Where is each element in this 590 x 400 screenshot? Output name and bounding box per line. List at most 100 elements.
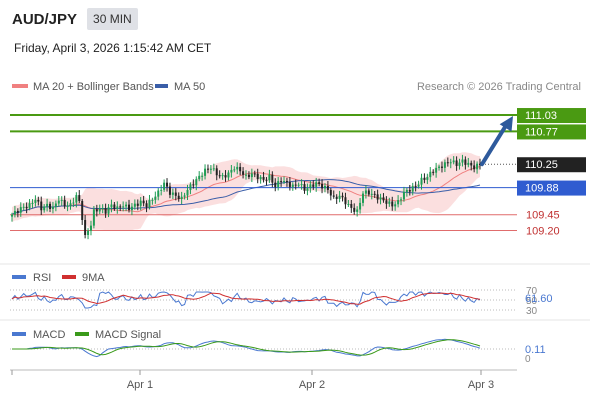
candle-body	[174, 192, 177, 196]
candle-body	[338, 195, 341, 199]
candle-body	[250, 173, 253, 178]
candle-body	[189, 184, 192, 190]
candle-body	[367, 190, 370, 195]
candle-body	[350, 203, 353, 208]
candle-body	[166, 182, 169, 187]
rsi-tick-70: 70	[526, 286, 538, 297]
candle-body	[16, 210, 19, 213]
copyright-label: Research © 2026 Trading Central	[417, 81, 581, 93]
candle-body	[40, 201, 43, 211]
candle-body	[60, 199, 63, 201]
candle-body	[429, 171, 432, 178]
candle-body	[335, 196, 338, 199]
candle-body	[148, 199, 151, 208]
candle-body	[110, 204, 113, 208]
candle-body	[157, 190, 160, 197]
candle-body	[142, 200, 145, 204]
symbol-title: AUD/JPY	[12, 10, 78, 28]
candle-body	[423, 177, 426, 180]
macd-panel: 00.11	[10, 338, 546, 365]
candle-body	[420, 177, 423, 185]
candle-body	[104, 208, 107, 214]
candle-body	[130, 206, 133, 211]
rsi-ma-line	[11, 292, 481, 305]
candle-body	[402, 191, 405, 200]
candle-body	[242, 171, 245, 175]
candle-body	[347, 203, 350, 205]
candle-body	[268, 174, 271, 181]
candle-body	[198, 175, 201, 180]
candle-body	[51, 206, 54, 210]
candle-body	[180, 196, 183, 200]
candle-body	[31, 202, 34, 204]
candle-body	[376, 194, 379, 200]
x-tick-label: Apr 2	[299, 379, 325, 391]
candle-body	[101, 208, 104, 210]
timeframe-badge[interactable]: 30 MIN	[87, 8, 138, 30]
candle-body	[452, 160, 455, 163]
candle-body	[145, 203, 148, 208]
candle-body	[133, 203, 136, 207]
candle-body	[57, 200, 60, 204]
candle-body	[353, 207, 356, 212]
candle-body	[75, 195, 78, 203]
candle-body	[455, 160, 458, 166]
candle-body	[92, 209, 95, 226]
candle-body	[122, 206, 125, 208]
candle-body	[34, 199, 37, 203]
macd-value-label: 0.11	[525, 344, 546, 356]
candle-body	[212, 168, 215, 170]
candle-body	[136, 203, 139, 206]
candle-body	[449, 162, 452, 164]
candle-body	[291, 184, 294, 187]
candle-body	[78, 195, 81, 202]
candle-body	[397, 200, 400, 205]
candle-body	[315, 182, 318, 187]
candle-body	[385, 200, 388, 204]
candle-body	[464, 159, 467, 165]
level-tag-109.88	[517, 180, 586, 196]
candle-body	[388, 201, 391, 204]
candle-body	[125, 204, 128, 207]
candle-body	[262, 176, 265, 180]
candle-body	[309, 184, 312, 189]
candle-body	[294, 184, 297, 186]
candle-body	[373, 193, 376, 195]
candle-body	[382, 197, 385, 201]
candle-body	[177, 195, 180, 200]
candle-body	[458, 162, 461, 166]
candle-body	[391, 201, 394, 207]
candle-body	[414, 186, 417, 188]
x-tick-label: Apr 1	[127, 379, 153, 391]
candle-body	[139, 200, 142, 206]
candle-body	[329, 189, 332, 196]
candle-body	[274, 182, 277, 188]
candle-body	[400, 199, 403, 201]
candle-body	[128, 204, 130, 211]
candle-body	[318, 182, 321, 184]
candle-body	[364, 190, 367, 194]
candle-body	[297, 184, 300, 186]
candle-body	[113, 204, 116, 209]
candle-body	[470, 162, 473, 166]
projection-arrow	[480, 125, 507, 167]
rsi-ma-legend-label: 9MA	[82, 272, 105, 284]
candle-body	[253, 173, 256, 175]
candle-body	[379, 197, 382, 200]
candle-body	[69, 203, 72, 206]
candle-body	[411, 186, 414, 192]
candle-body	[344, 197, 347, 205]
candle-body	[218, 175, 221, 177]
level-label-111.03: 111.03	[525, 110, 557, 122]
macd-signal-line	[12, 339, 481, 356]
candle-body	[230, 169, 233, 173]
candle-body	[11, 214, 13, 217]
candle-body	[280, 181, 283, 183]
ma50-legend-label: MA 50	[174, 81, 205, 93]
candle-body	[160, 189, 163, 191]
ma50-line	[11, 179, 481, 216]
candle-body	[37, 199, 40, 202]
candle-body	[98, 208, 101, 212]
candle-body	[405, 189, 408, 192]
rsi-tick-30: 30	[526, 306, 538, 317]
